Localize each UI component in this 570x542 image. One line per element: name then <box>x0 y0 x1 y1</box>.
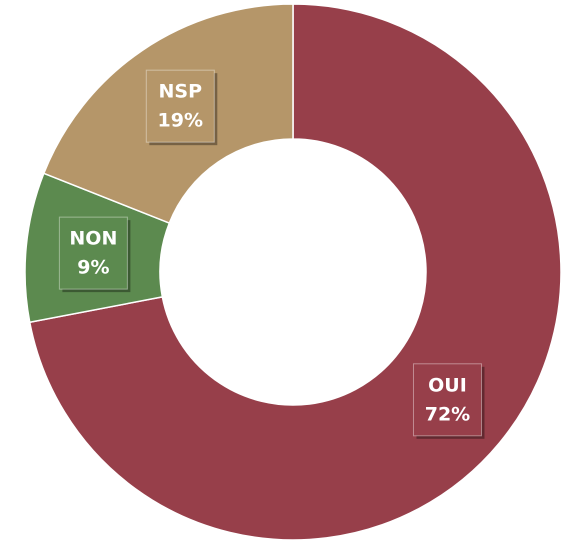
label-box <box>145 69 215 143</box>
category-label: OUI <box>428 374 467 396</box>
data-label: NSP 19% <box>145 69 218 146</box>
data-label: NON 9% <box>58 216 131 293</box>
value-label: 72% <box>425 403 470 425</box>
category-label: NSP <box>159 81 203 103</box>
category-label: NON <box>69 228 117 250</box>
value-label: 19% <box>158 110 203 132</box>
label-box <box>58 216 128 290</box>
value-label: 9% <box>77 257 109 279</box>
label-box <box>412 363 482 437</box>
data-label: OUI 72% <box>412 363 485 439</box>
